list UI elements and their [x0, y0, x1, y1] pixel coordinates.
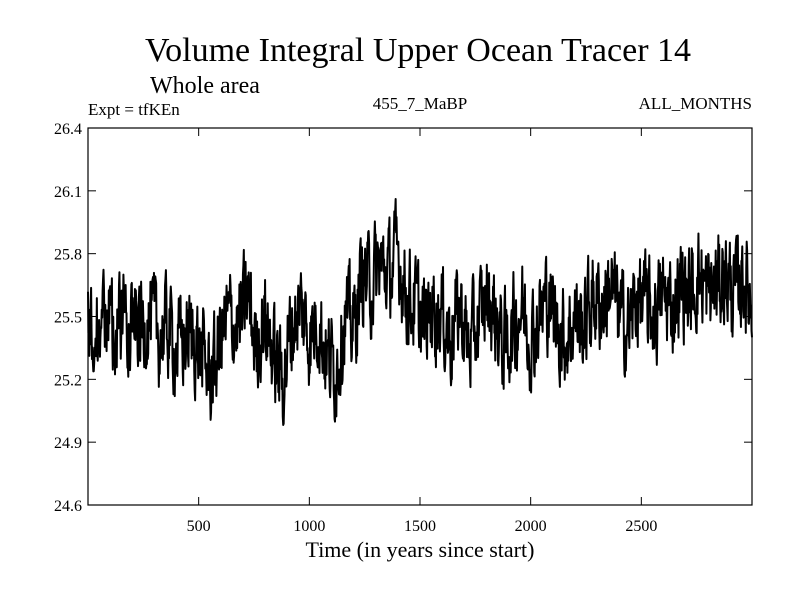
y-tick-label: 24.6 [54, 498, 82, 515]
y-tick-label: 25.5 [54, 310, 82, 327]
y-tick-label: 25.8 [54, 247, 82, 264]
chart-subtitle: Whole area [150, 73, 260, 99]
x-tick-label: 1000 [293, 518, 325, 535]
x-tick-label: 1500 [404, 518, 436, 535]
chart-title: Volume Integral Upper Ocean Tracer 14 [145, 32, 691, 69]
x-axis: 500 1000 1500 2000 2500 [187, 128, 657, 535]
x-axis-label: Time (in years since start) [306, 537, 535, 562]
right-label: ALL_MONTHS [639, 94, 752, 113]
data-series-line [87, 197, 753, 426]
y-tick-label: 25.2 [54, 372, 82, 389]
y-tick-label: 26.4 [54, 121, 82, 138]
y-tick-label: 24.9 [54, 435, 82, 452]
x-tick-label: 2000 [515, 518, 547, 535]
expt-label: Expt = tfKEn [88, 100, 180, 119]
x-tick-label: 500 [187, 518, 211, 535]
center-label: 455_7_MaBP [373, 94, 467, 113]
y-tick-label: 26.1 [54, 184, 82, 201]
x-tick-label: 2500 [625, 518, 657, 535]
